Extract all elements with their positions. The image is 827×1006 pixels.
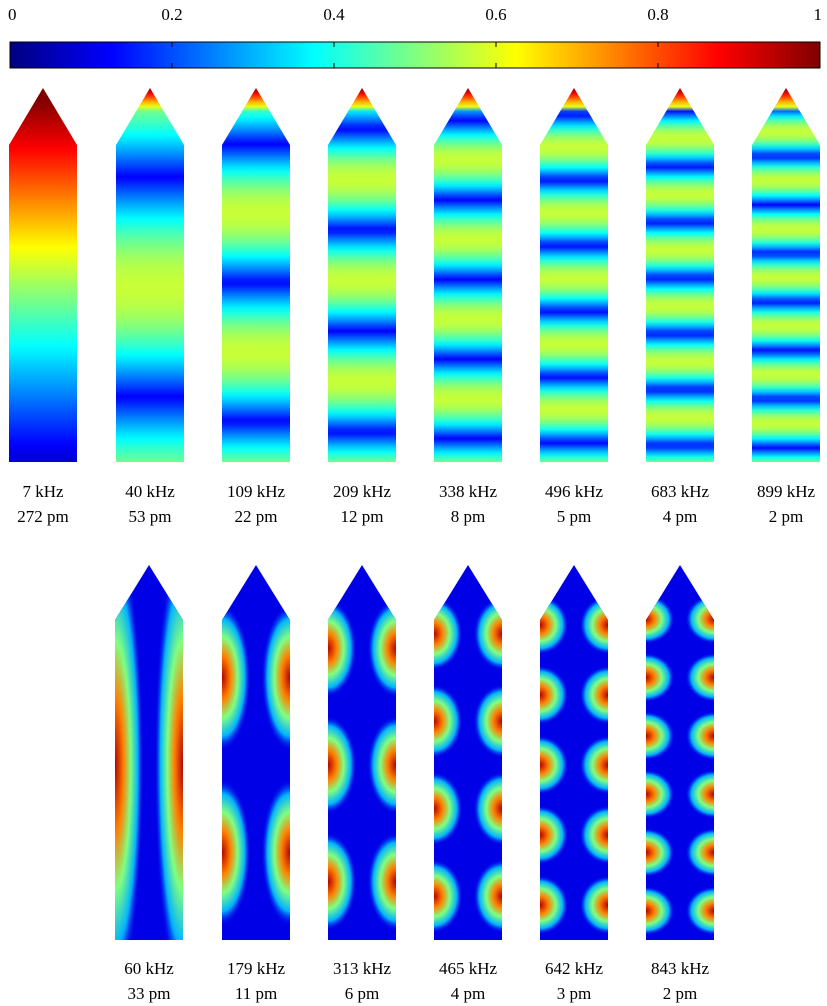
tick-label: 0	[8, 5, 17, 24]
mode-shape	[646, 565, 714, 940]
amplitude-label: 33 pm	[128, 984, 171, 1003]
mode-shape	[540, 565, 608, 940]
amplitude-label: 2 pm	[663, 984, 697, 1003]
amplitude-label: 5 pm	[557, 507, 591, 526]
mode-shape	[222, 88, 290, 462]
frequency-label: 496 kHz	[545, 482, 604, 501]
mode-shape	[328, 565, 396, 940]
mode-shape	[540, 88, 608, 462]
colorbar	[9, 41, 821, 69]
tick-label: 0.6	[485, 5, 506, 24]
mode-shape	[116, 88, 184, 462]
amplitude-label: 4 pm	[451, 984, 485, 1003]
frequency-label: 7 kHz	[22, 482, 64, 501]
mode-shape	[115, 565, 183, 940]
amplitude-label: 11 pm	[235, 984, 277, 1003]
frequency-label: 179 kHz	[227, 959, 286, 978]
tick-label: 0.4	[323, 5, 345, 24]
mode-shape	[434, 565, 502, 940]
amplitude-label: 3 pm	[557, 984, 591, 1003]
mode-shape	[222, 565, 290, 940]
tick-label: 0.2	[161, 5, 182, 24]
frequency-label: 843 kHz	[651, 959, 710, 978]
amplitude-label: 2 pm	[769, 507, 803, 526]
amplitude-label: 12 pm	[341, 507, 384, 526]
frequency-label: 465 kHz	[439, 959, 498, 978]
frequency-label: 109 kHz	[227, 482, 286, 501]
frequency-label: 338 kHz	[439, 482, 498, 501]
mode-shape	[9, 88, 77, 462]
tick-label: 0.8	[647, 5, 668, 24]
mode-shape	[434, 88, 502, 462]
frequency-label: 209 kHz	[333, 482, 392, 501]
mode-shape	[646, 88, 714, 462]
frequency-label: 313 kHz	[333, 959, 392, 978]
amplitude-label: 8 pm	[451, 507, 485, 526]
frequency-label: 60 kHz	[124, 959, 174, 978]
amplitude-label: 22 pm	[235, 507, 278, 526]
frequency-label: 683 kHz	[651, 482, 710, 501]
frequency-label: 899 kHz	[757, 482, 816, 501]
amplitude-label: 53 pm	[129, 507, 172, 526]
amplitude-label: 272 pm	[17, 507, 68, 526]
tick-label: 1	[814, 5, 823, 24]
frequency-label: 642 kHz	[545, 959, 604, 978]
amplitude-label: 4 pm	[663, 507, 697, 526]
frequency-label: 40 kHz	[125, 482, 175, 501]
mode-shape	[752, 88, 820, 462]
amplitude-label: 6 pm	[345, 984, 379, 1003]
mode-shape	[328, 88, 396, 462]
